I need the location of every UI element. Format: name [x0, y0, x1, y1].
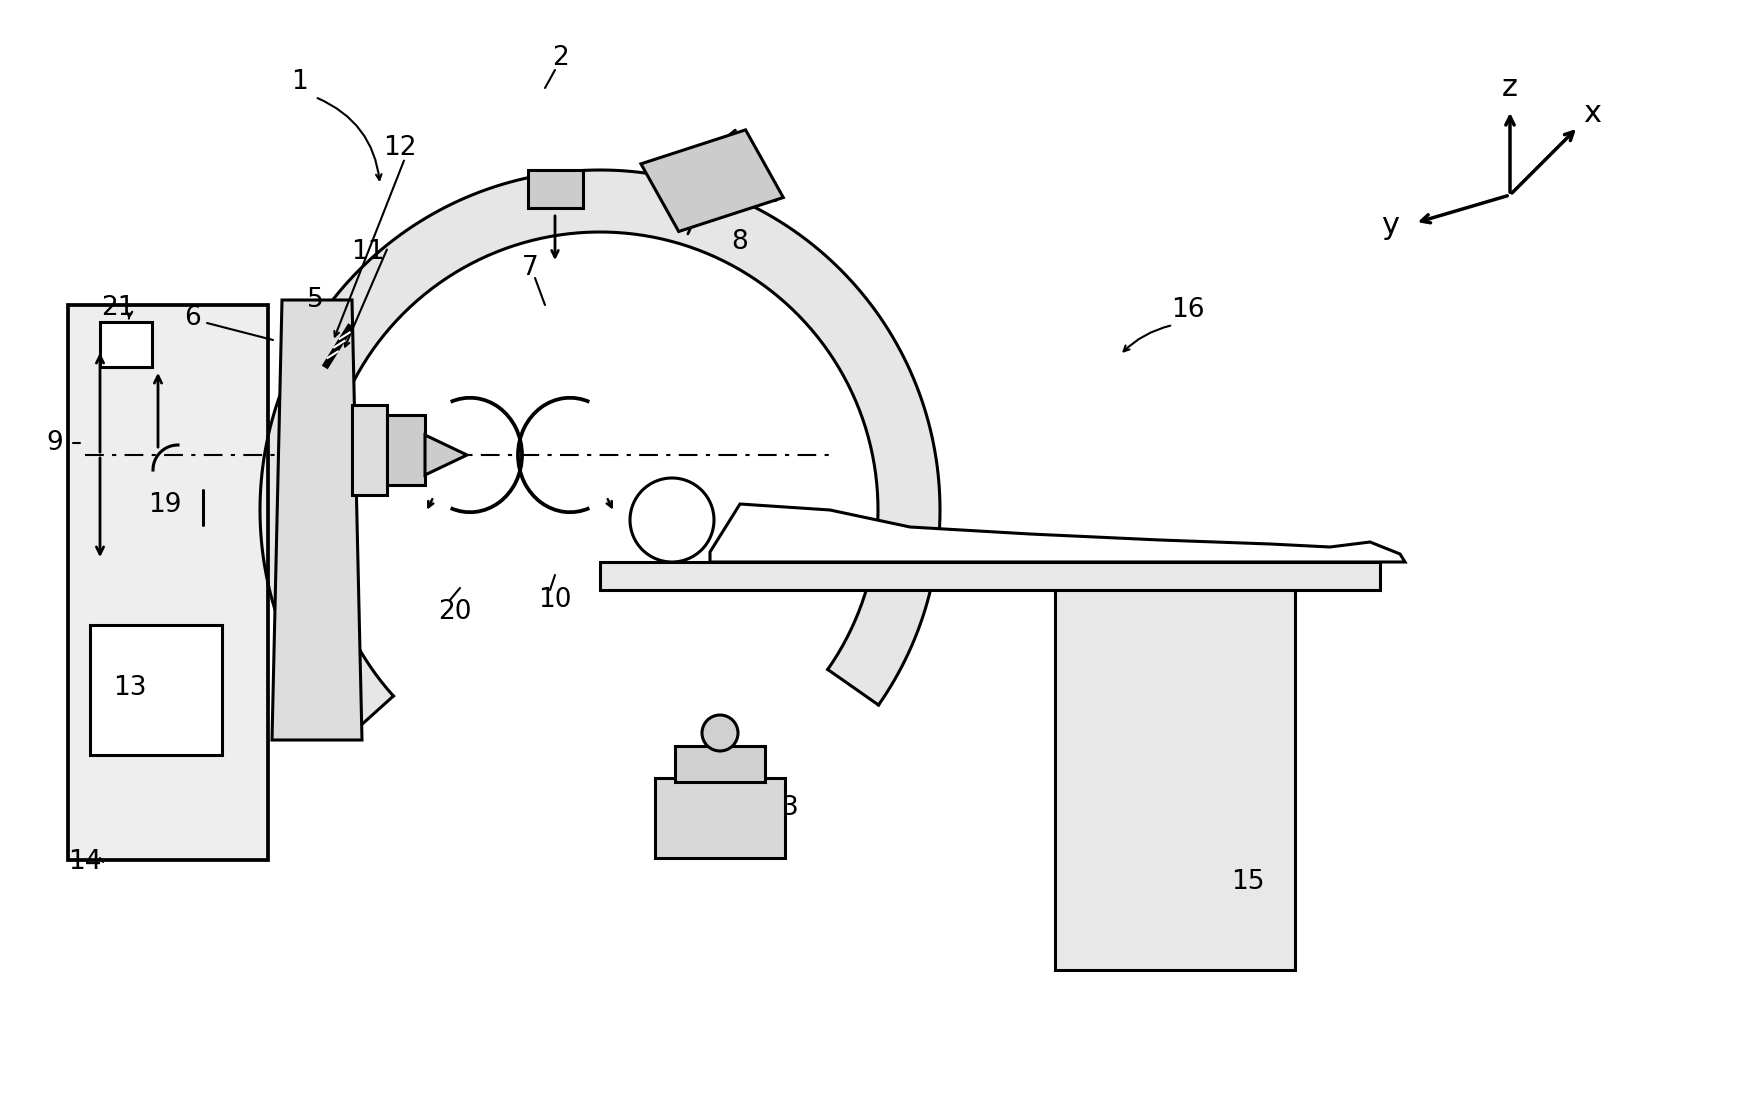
Bar: [388, 415, 425, 485]
Text: 3: 3: [781, 795, 799, 821]
Text: x: x: [1583, 99, 1601, 128]
Text: 9: 9: [46, 430, 63, 456]
Text: 7: 7: [522, 255, 538, 281]
Polygon shape: [259, 170, 940, 737]
Text: 16: 16: [1171, 297, 1204, 322]
Polygon shape: [710, 504, 1405, 562]
Bar: [675, 746, 765, 782]
Text: 14: 14: [69, 848, 102, 875]
Text: 20: 20: [439, 599, 472, 625]
Text: 21: 21: [100, 295, 134, 321]
Bar: [69, 305, 268, 860]
Text: 6: 6: [183, 305, 201, 331]
Text: 10: 10: [538, 587, 571, 613]
Polygon shape: [425, 435, 467, 475]
Text: 15: 15: [1231, 868, 1264, 895]
Text: 12: 12: [383, 135, 416, 161]
Text: 2: 2: [552, 44, 568, 71]
Bar: [656, 778, 785, 858]
Text: 11: 11: [351, 239, 384, 265]
Bar: [599, 562, 1380, 590]
Bar: [527, 170, 584, 208]
Text: 19: 19: [148, 492, 182, 518]
Bar: [90, 625, 222, 755]
Text: y: y: [1380, 210, 1400, 239]
Polygon shape: [272, 300, 361, 739]
Bar: [353, 405, 388, 495]
Bar: [100, 322, 152, 367]
Text: 8: 8: [732, 229, 748, 255]
Text: z: z: [1502, 73, 1518, 102]
Text: 1: 1: [291, 69, 309, 95]
Circle shape: [702, 715, 739, 751]
Text: 13: 13: [113, 675, 146, 701]
Text: 4: 4: [763, 182, 781, 208]
Polygon shape: [642, 130, 783, 231]
Circle shape: [629, 478, 714, 562]
Text: 5: 5: [307, 287, 323, 312]
Bar: [1054, 590, 1296, 970]
